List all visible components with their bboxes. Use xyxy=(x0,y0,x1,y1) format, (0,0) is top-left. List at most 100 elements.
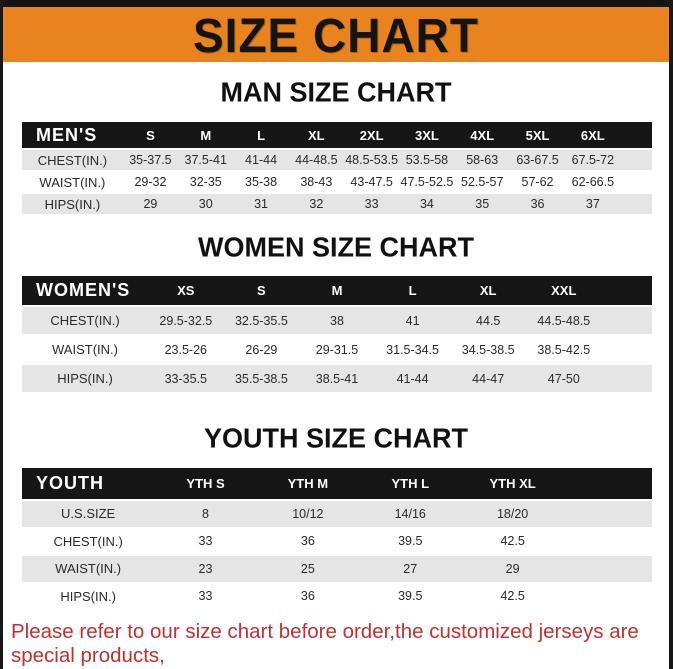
measure-value-cell: 18/20 xyxy=(461,501,564,529)
table-row: CHEST(IN.) 29.5-32.5 32.5-35.5 38 41 44.5 44.5… xyxy=(22,307,652,336)
measure-value-cell: 32.5-35.5 xyxy=(223,307,300,336)
spacer-cell xyxy=(620,150,652,172)
measure-value-cell: 37.5-41 xyxy=(178,150,234,172)
spacer-cell xyxy=(563,556,652,584)
man-section-heading: MAN SIZE CHART xyxy=(220,76,452,108)
measure-value-cell: 33 xyxy=(154,583,257,611)
spacer-cell xyxy=(620,194,652,216)
measure-value-cell: 38-43 xyxy=(288,172,344,194)
youth-section-heading: YOUTH SIZE CHART xyxy=(203,422,468,454)
measure-value-cell: 52.5-57 xyxy=(454,172,510,194)
size-header-cell: XXL xyxy=(525,276,602,307)
measure-value-cell: 23.5-26 xyxy=(148,336,224,365)
table-row: WAIST(IN.) 23.5-26 26-29 29-31.5 31.5-34.5 34… xyxy=(22,336,652,365)
measure-value-cell: 35.5-38.5 xyxy=(223,365,300,394)
spacer-cell xyxy=(563,528,652,556)
measure-value-cell: 58-63 xyxy=(454,150,510,172)
measure-label-cell: WAIST(IN.) xyxy=(22,336,148,365)
measure-value-cell: 67.5-72 xyxy=(565,150,621,172)
youth-size-section: YOUTH SIZE CHART YOUTH YTH S YTH M YTH L YTH… xyxy=(3,422,669,611)
measure-label-cell: WAIST(IN.) xyxy=(22,556,155,584)
measure-value-cell: 39.5 xyxy=(359,528,462,556)
measure-value-cell: 44-48.5 xyxy=(288,150,344,172)
measure-value-cell: 35 xyxy=(454,194,510,216)
measure-value-cell: 36 xyxy=(509,194,566,216)
measure-value-cell: 25 xyxy=(256,556,360,584)
measure-value-cell: 38 xyxy=(299,307,375,336)
measure-value-cell: 31 xyxy=(233,194,289,216)
size-header-cell: L xyxy=(233,122,289,150)
table-header-row: YOUTH YTH S YTH M YTH L YTH XL xyxy=(22,468,652,501)
measure-value-cell: 42.5 xyxy=(461,528,564,556)
measure-value-cell: 57-62 xyxy=(509,172,566,194)
measure-value-cell: 48.5-53.5 xyxy=(343,150,400,172)
size-header-cell: XS xyxy=(148,276,224,307)
measure-value-cell: 33 xyxy=(154,528,257,556)
measure-value-cell: 38.5-41 xyxy=(299,365,375,394)
table-title-cell: MEN'S xyxy=(22,122,123,150)
size-header-cell: M xyxy=(299,276,375,307)
size-header-cell: YTH M xyxy=(256,468,360,501)
measure-value-cell: 29-31.5 xyxy=(299,336,375,365)
measure-value-cell: 23 xyxy=(154,556,257,584)
spacer-cell xyxy=(620,172,652,194)
measure-value-cell: 41 xyxy=(374,307,451,336)
table-header-row: MEN'S S M L XL 2XL 3XL 4XL 5XL 6XL xyxy=(22,122,652,150)
spacer-cell xyxy=(601,336,652,365)
disclaimer-line-1: Please refer to our size chart before or… xyxy=(11,620,639,668)
table-row: HIPS(IN.) 33 36 39.5 42.5 xyxy=(22,583,652,611)
size-header-cell: XL xyxy=(288,122,344,150)
size-header-cell: YTH L xyxy=(359,468,462,501)
table-row: WAIST(IN.) 23 25 27 29 xyxy=(22,556,652,584)
measure-value-cell: 44.5 xyxy=(450,307,526,336)
measure-value-cell: 43-47.5 xyxy=(343,172,400,194)
table-row: HIPS(IN.) 33-35.5 35.5-38.5 38.5-41 41-44 44-… xyxy=(22,365,652,394)
measure-value-cell: 26-29 xyxy=(223,336,300,365)
table-title-cell: WOMEN'S xyxy=(22,276,148,307)
table-row: HIPS(IN.) 29 30 31 32 33 34 35 36 37 xyxy=(22,194,652,216)
measure-value-cell: 29-32 xyxy=(122,172,179,194)
table-row: CHEST(IN.) 33 36 39.5 42.5 xyxy=(22,528,652,556)
measure-label-cell: WAIST(IN.) xyxy=(22,172,123,194)
measure-value-cell: 53.5-58 xyxy=(399,150,455,172)
spacer-cell xyxy=(601,365,652,394)
measure-label-cell: U.S.SIZE xyxy=(22,501,155,529)
size-header-cell: 4XL xyxy=(454,122,510,150)
measure-value-cell: 31.5-34.5 xyxy=(374,336,451,365)
size-header-cell: YTH S xyxy=(154,468,257,501)
page-title: SIZE CHART xyxy=(193,7,479,62)
measure-value-cell: 42.5 xyxy=(461,583,564,611)
measure-label-cell: CHEST(IN.) xyxy=(22,528,155,556)
measure-value-cell: 29 xyxy=(122,194,179,216)
disclaimer-text: Please refer to our size chart before or… xyxy=(3,620,669,669)
size-header-cell: XL xyxy=(450,276,526,307)
table-row: WAIST(IN.) 29-32 32-35 35-38 38-43 43-47.5 47.… xyxy=(22,172,652,194)
measure-value-cell: 47.5-52.5 xyxy=(399,172,455,194)
man-size-section: MAN SIZE CHART MEN'S S M L XL 2XL 3XL 4XL 5XL 6XL… xyxy=(3,76,669,216)
size-header-cell: YTH XL xyxy=(461,468,564,501)
measure-value-cell: 32 xyxy=(288,194,344,216)
women-size-section: WOMEN SIZE CHART WOMEN'S XS S M L XL XXL CHEST(… xyxy=(3,231,669,394)
size-header-cell: S xyxy=(223,276,300,307)
table-header-row: WOMEN'S XS S M L XL XXL xyxy=(22,276,652,307)
measure-value-cell: 36 xyxy=(256,583,360,611)
measure-value-cell: 44-47 xyxy=(450,365,526,394)
measure-value-cell: 33 xyxy=(343,194,400,216)
measure-label-cell: HIPS(IN.) xyxy=(22,365,148,394)
size-header-cell: 3XL xyxy=(399,122,455,150)
size-header-cell: L xyxy=(374,276,451,307)
measure-value-cell: 37 xyxy=(565,194,621,216)
measure-value-cell: 63-67.5 xyxy=(509,150,566,172)
measure-value-cell: 38.5-42.5 xyxy=(525,336,602,365)
spacer-cell xyxy=(620,122,652,150)
women-section-heading: WOMEN SIZE CHART xyxy=(198,231,474,263)
spacer-cell xyxy=(601,276,652,307)
measure-label-cell: CHEST(IN.) xyxy=(22,307,148,336)
measure-value-cell: 36 xyxy=(256,528,360,556)
measure-value-cell: 29 xyxy=(461,556,564,584)
measure-value-cell: 35-38 xyxy=(233,172,289,194)
measure-label-cell: HIPS(IN.) xyxy=(22,194,123,216)
measure-value-cell: 35-37.5 xyxy=(122,150,179,172)
measure-value-cell: 41-44 xyxy=(233,150,289,172)
youth-size-table: YOUTH YTH S YTH M YTH L YTH XL U.S.SIZE 8 10/12… xyxy=(22,468,652,611)
